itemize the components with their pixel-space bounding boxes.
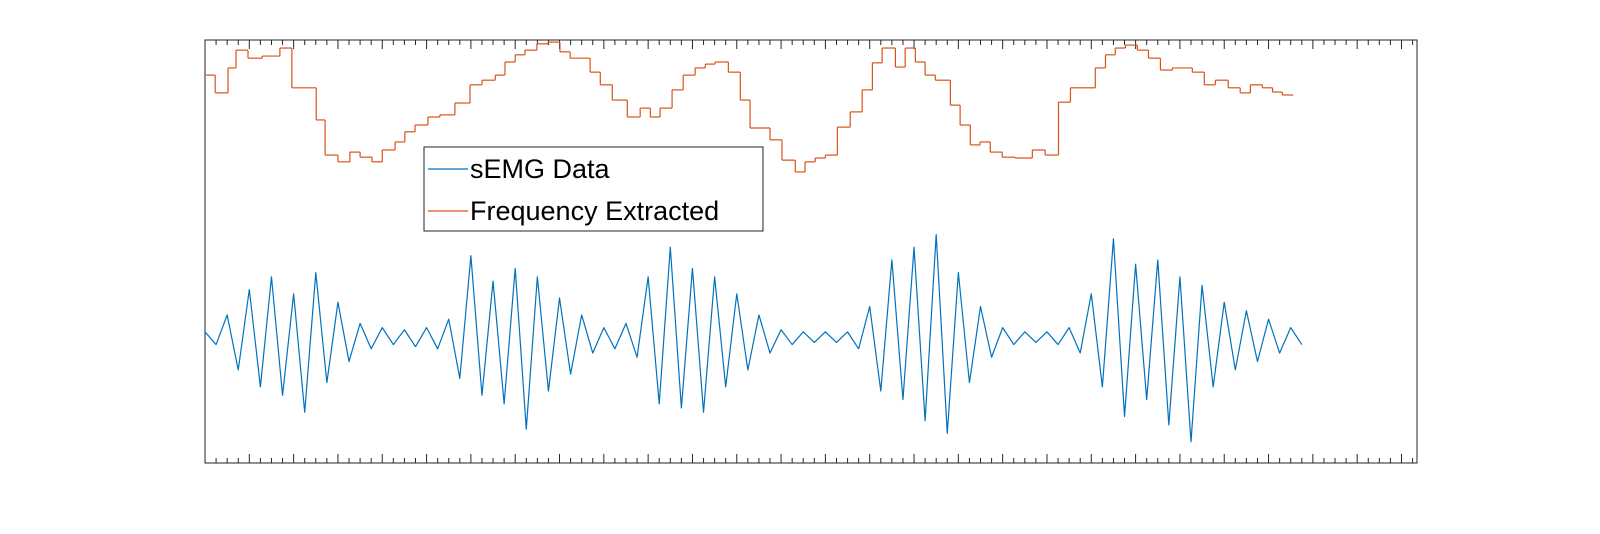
data-line: [204, 233, 1303, 443]
legend-label: Frequency Extracted: [470, 196, 719, 226]
legend-box: [423, 146, 764, 232]
legend-label: sEMG Data: [470, 154, 611, 184]
plot-area: [204, 39, 1418, 464]
